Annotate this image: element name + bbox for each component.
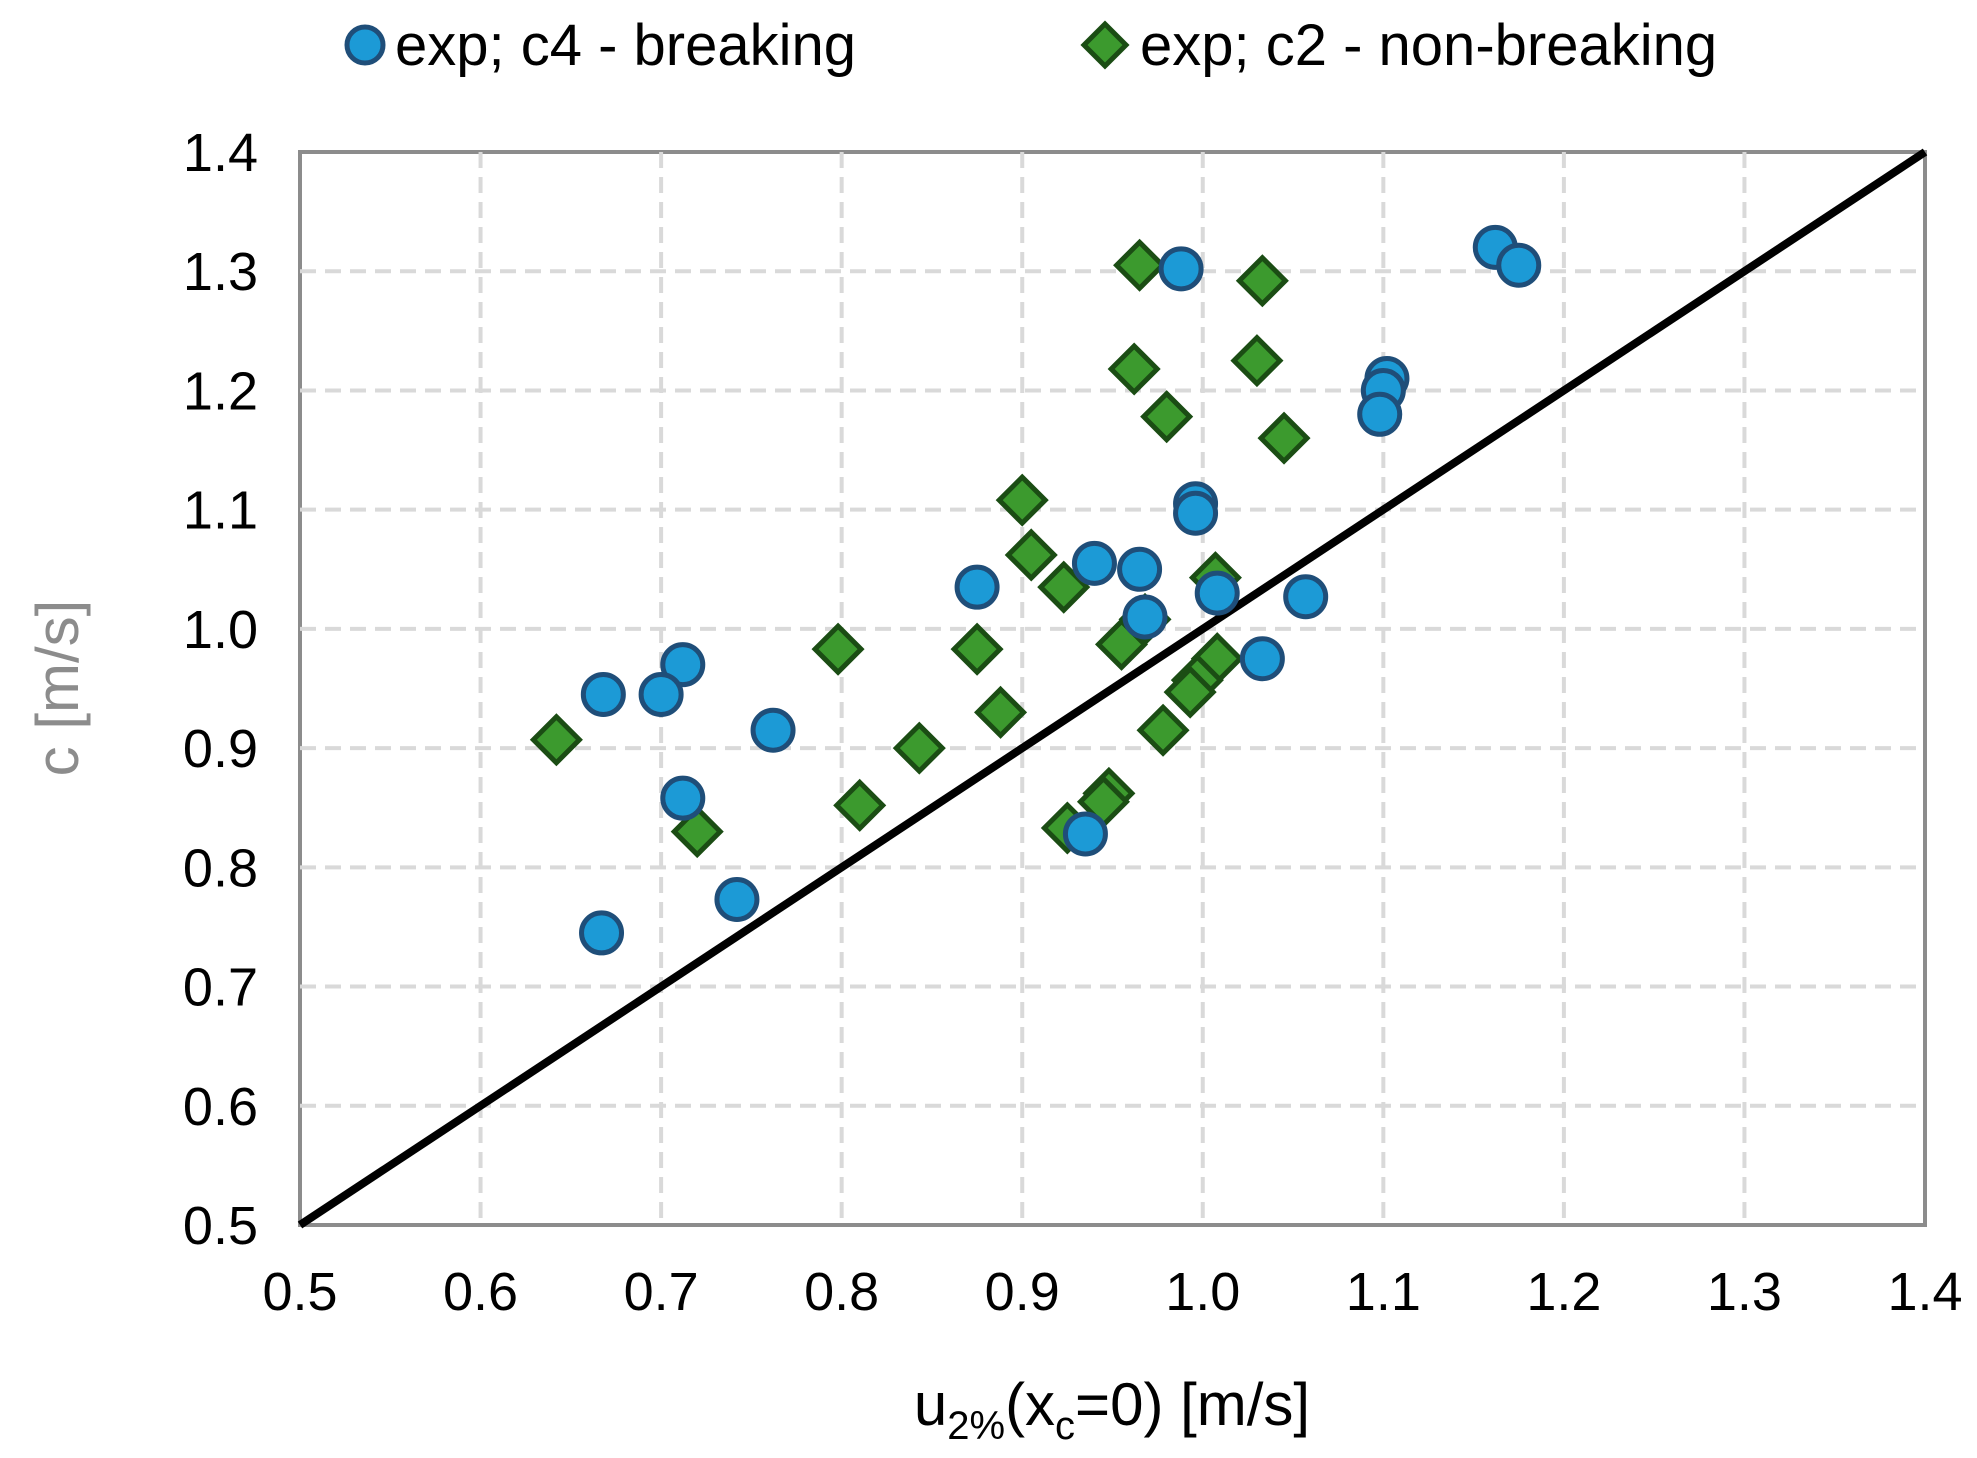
data-point-breaking: [638, 671, 684, 717]
data-point-non-breaking: [1004, 528, 1058, 582]
data-point-non-breaking: [1140, 390, 1194, 444]
data-point-non-breaking: [1235, 254, 1289, 308]
y-tick-label: 0.8: [183, 838, 258, 898]
x-tick-label: 1.0: [1165, 1262, 1240, 1322]
y-tick-label: 1.1: [183, 481, 258, 541]
x-axis-label-sub2: c: [1055, 1404, 1075, 1448]
data-point-non-breaking: [974, 685, 1028, 739]
x-tick-label: 0.8: [804, 1262, 879, 1322]
plot-area-border: [298, 150, 1927, 1227]
data-point-non-breaking: [1107, 342, 1161, 396]
x-tick-labels: 0.5 0.6 0.7 0.8 0.9 1.0 1.1 1.2 1.3 1.4: [262, 1262, 1962, 1322]
data-points: [529, 224, 1542, 956]
data-point-breaking: [1357, 391, 1403, 437]
x-axis-label-tail: =0) [m/s]: [1075, 1371, 1310, 1438]
data-point-breaking: [1158, 246, 1204, 292]
y-tick-label: 0.7: [183, 958, 258, 1018]
data-point-non-breaking: [529, 713, 583, 767]
data-point-breaking: [750, 707, 796, 753]
y-tick-label: 0.9: [183, 719, 258, 779]
x-tick-label: 1.3: [1707, 1262, 1782, 1322]
y-tick-label: 1.3: [183, 242, 258, 302]
x-tick-label: 1.4: [1887, 1262, 1962, 1322]
data-point-non-breaking: [1230, 334, 1284, 388]
data-point-breaking: [714, 877, 760, 923]
data-point-non-breaking: [1163, 665, 1217, 719]
x-axis-label-main: u: [914, 1371, 947, 1438]
data-point-breaking: [954, 564, 1000, 610]
data-point-non-breaking: [1136, 703, 1190, 757]
x-tick-label: 1.1: [1346, 1262, 1421, 1322]
data-point-breaking: [1173, 490, 1219, 536]
data-point-breaking: [1062, 811, 1108, 857]
x-tick-label: 1.2: [1526, 1262, 1601, 1322]
y-tick-label: 1.0: [183, 600, 258, 660]
x-tick-label: 0.9: [985, 1262, 1060, 1322]
data-point-non-breaking: [833, 778, 887, 832]
x-tick-label: 0.5: [262, 1262, 337, 1322]
legend-label-non-breaking: exp; c2 - non-breaking: [1140, 13, 1717, 78]
data-point-non-breaking: [892, 721, 946, 775]
legend-diamond-marker-icon: [1080, 20, 1130, 70]
x-axis-label-sub1: 2%: [947, 1404, 1005, 1448]
x-tick-label: 0.7: [624, 1262, 699, 1322]
data-point-non-breaking: [950, 622, 1004, 676]
y-tick-label: 0.6: [183, 1077, 258, 1137]
data-point-breaking: [1194, 570, 1240, 616]
data-point-breaking: [579, 910, 625, 956]
y-tick-labels: 0.5 0.6 0.7 0.8 0.9 1.0 1.1 1.2 1.3 1.4: [183, 123, 258, 1256]
data-point-breaking: [1117, 546, 1163, 592]
y-tick-label: 1.2: [183, 361, 258, 421]
x-axis-label-mid: (x: [1005, 1371, 1055, 1438]
data-point-breaking: [1239, 636, 1285, 682]
y-axis-label: c [m/s]: [24, 600, 91, 777]
x-tick-label: 0.6: [443, 1262, 518, 1322]
legend-label-breaking: exp; c4 - breaking: [395, 13, 856, 78]
y-tick-label: 1.4: [183, 123, 258, 183]
data-point-breaking: [1122, 594, 1168, 640]
legend: exp; c4 - breaking exp; c2 - non-breakin…: [344, 13, 1717, 78]
data-point-breaking: [660, 775, 706, 821]
data-point-non-breaking: [1113, 238, 1167, 292]
data-point-breaking: [660, 642, 706, 688]
legend-circle-marker-icon: [344, 24, 386, 66]
data-point-non-breaking: [811, 622, 865, 676]
data-point-non-breaking: [995, 473, 1049, 527]
x-axis-label: u2%(xc=0) [m/s]: [914, 1371, 1310, 1448]
y-tick-label: 0.5: [183, 1196, 258, 1256]
data-point-breaking: [1071, 540, 1117, 586]
data-point-breaking: [1283, 574, 1329, 620]
data-point-breaking: [1496, 242, 1542, 288]
reference-line-1-to-1: [297, 148, 1928, 1229]
data-point-non-breaking: [1257, 411, 1311, 465]
data-point-breaking: [580, 671, 626, 717]
